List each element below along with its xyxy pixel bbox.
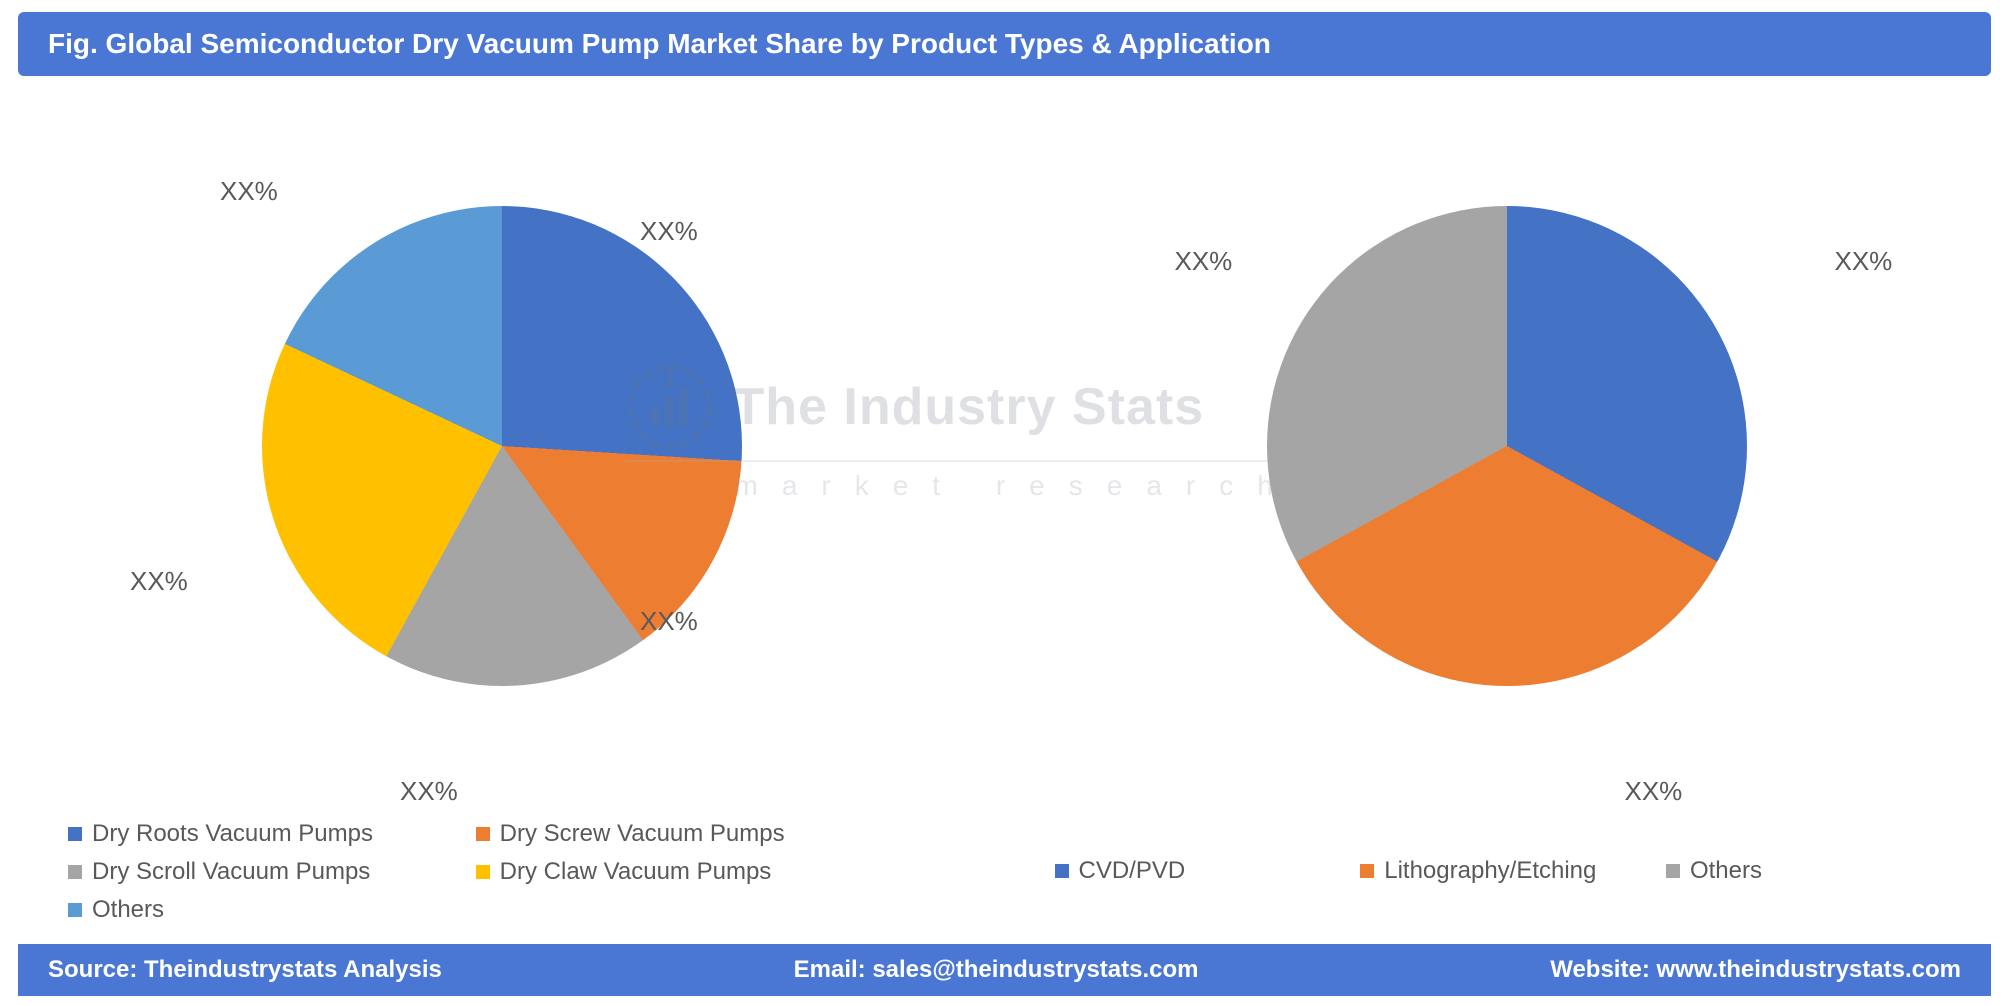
legend-swatch: [1055, 864, 1069, 878]
legend-swatch: [476, 827, 490, 841]
footer-email: Email: sales@theindustrystats.com: [794, 956, 1199, 984]
slice-label: XX%: [400, 776, 458, 807]
legend-label: Dry Claw Vacuum Pumps: [500, 858, 772, 886]
legend-item: Dry Screw Vacuum Pumps: [476, 820, 884, 848]
slice-label: XX%: [1625, 776, 1683, 807]
legend-swatch: [1360, 864, 1374, 878]
pie-right: [1267, 206, 1747, 686]
legend-label: Dry Scroll Vacuum Pumps: [92, 858, 370, 886]
slice-label: XX%: [640, 216, 698, 247]
legend-label: Dry Roots Vacuum Pumps: [92, 820, 373, 848]
slice-label: XX%: [220, 176, 278, 207]
legend-item: Lithography/Etching: [1360, 857, 1666, 885]
legend-label: Lithography/Etching: [1384, 857, 1596, 885]
legend-swatch: [1666, 864, 1680, 878]
legend-application: CVD/PVD Lithography/Etching Others: [1005, 816, 1992, 936]
pie-chart-application: XX% XX% XX%: [1005, 76, 2009, 816]
pie-chart-product-types: XX% XX% XX% XX% XX%: [0, 76, 1005, 816]
footer-bar: Source: Theindustrystats Analysis Email:…: [18, 944, 1991, 996]
slice-label: XX%: [1175, 246, 1233, 277]
legend-label: Others: [1690, 857, 1762, 885]
legend-label: Dry Screw Vacuum Pumps: [500, 820, 785, 848]
legend-label: CVD/PVD: [1079, 857, 1186, 885]
legend-label: Others: [92, 896, 164, 924]
slice-label: XX%: [130, 566, 188, 597]
slice-label: XX%: [640, 606, 698, 637]
legend-item: Others: [68, 896, 476, 924]
legend-swatch: [68, 903, 82, 917]
legend-item: CVD/PVD: [1055, 857, 1361, 885]
slice-label: XX%: [1835, 246, 1893, 277]
legend-item: Dry Claw Vacuum Pumps: [476, 858, 884, 886]
legend-swatch: [476, 865, 490, 879]
legend-item: Others: [1666, 857, 1972, 885]
footer-source: Source: Theindustrystats Analysis: [48, 956, 442, 984]
legend-swatch: [68, 865, 82, 879]
charts-container: XX%XX%XX%XX%XX% The Industry Stats marke…: [0, 76, 2009, 816]
legend-product-types: Dry Roots Vacuum Pumps Dry Screw Vacuum P…: [18, 816, 1005, 936]
legend-item: Dry Roots Vacuum Pumps: [68, 820, 476, 848]
figure-title: Fig. Global Semiconductor Dry Vacuum Pum…: [18, 12, 1991, 76]
legend-item: Dry Scroll Vacuum Pumps: [68, 858, 476, 886]
footer-website: Website: www.theindustrystats.com: [1550, 956, 1961, 984]
legend-swatch: [68, 827, 82, 841]
legends-container: Dry Roots Vacuum Pumps Dry Screw Vacuum P…: [18, 816, 1991, 936]
